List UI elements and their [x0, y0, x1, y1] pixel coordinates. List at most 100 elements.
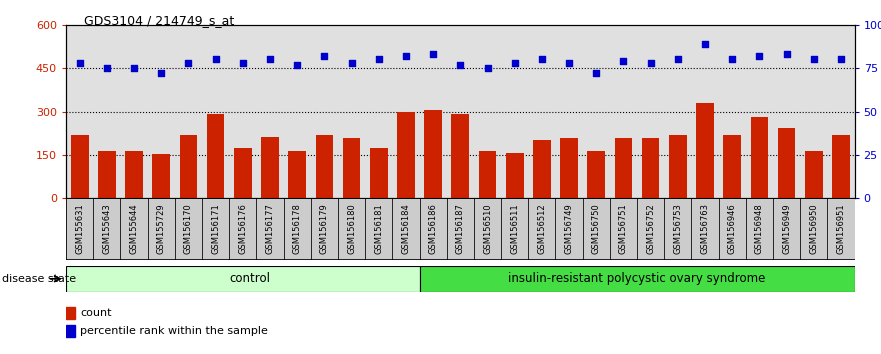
- Text: GSM156181: GSM156181: [374, 203, 383, 254]
- Bar: [174, 198, 202, 260]
- Text: GSM156948: GSM156948: [755, 203, 764, 254]
- Point: [617, 58, 631, 64]
- Bar: [506, 153, 523, 198]
- Point: [127, 65, 141, 71]
- Bar: [751, 117, 768, 198]
- Bar: [451, 114, 470, 198]
- Text: GSM156177: GSM156177: [265, 203, 275, 254]
- Text: GSM156171: GSM156171: [211, 203, 220, 254]
- Point: [181, 60, 196, 66]
- Text: GSM156176: GSM156176: [238, 203, 248, 254]
- Text: GSM156752: GSM156752: [646, 203, 655, 254]
- Bar: [70, 135, 88, 198]
- Bar: [696, 103, 714, 198]
- Point: [589, 70, 603, 76]
- Text: GSM156186: GSM156186: [429, 203, 438, 254]
- Bar: [234, 148, 252, 198]
- Point: [698, 41, 712, 47]
- Text: GSM156753: GSM156753: [673, 203, 683, 254]
- Point: [209, 57, 223, 62]
- Bar: [615, 138, 633, 198]
- Text: GSM155643: GSM155643: [102, 203, 111, 254]
- Bar: [125, 151, 143, 198]
- Text: GSM156949: GSM156949: [782, 203, 791, 254]
- Bar: [343, 137, 360, 198]
- Bar: [93, 198, 121, 260]
- Point: [480, 65, 494, 71]
- Text: GSM156950: GSM156950: [810, 203, 818, 254]
- Bar: [582, 198, 610, 260]
- Point: [507, 60, 522, 66]
- Text: GSM156184: GSM156184: [402, 203, 411, 254]
- Text: GDS3104 / 214749_s_at: GDS3104 / 214749_s_at: [84, 14, 234, 27]
- Text: GSM156180: GSM156180: [347, 203, 356, 254]
- Point: [372, 57, 386, 62]
- Point: [317, 53, 331, 59]
- Bar: [66, 266, 419, 292]
- Bar: [833, 135, 850, 198]
- Text: count: count: [80, 308, 112, 318]
- Bar: [229, 198, 256, 260]
- Bar: [723, 135, 741, 198]
- Point: [725, 57, 739, 62]
- Text: insulin-resistant polycystic ovary syndrome: insulin-resistant polycystic ovary syndr…: [508, 272, 766, 285]
- Bar: [588, 151, 605, 198]
- Bar: [365, 198, 392, 260]
- Bar: [474, 198, 501, 260]
- Point: [807, 57, 821, 62]
- Point: [752, 53, 766, 59]
- Text: percentile rank within the sample: percentile rank within the sample: [80, 326, 268, 336]
- Text: control: control: [229, 272, 270, 285]
- Text: GSM156512: GSM156512: [537, 203, 546, 254]
- Bar: [556, 198, 582, 260]
- Bar: [692, 198, 719, 260]
- Text: GSM156511: GSM156511: [510, 203, 519, 254]
- Point: [562, 60, 576, 66]
- Bar: [392, 198, 419, 260]
- Text: GSM156951: GSM156951: [836, 203, 846, 254]
- Bar: [719, 198, 746, 260]
- Bar: [800, 198, 827, 260]
- Bar: [827, 198, 855, 260]
- Point: [72, 60, 86, 66]
- Bar: [529, 198, 556, 260]
- Text: GSM155631: GSM155631: [75, 203, 85, 254]
- Bar: [419, 198, 447, 260]
- Text: disease state: disease state: [2, 274, 76, 284]
- Bar: [610, 198, 637, 260]
- Bar: [501, 198, 529, 260]
- Text: GSM156170: GSM156170: [184, 203, 193, 254]
- Text: GSM156510: GSM156510: [483, 203, 492, 254]
- Text: GSM155644: GSM155644: [130, 203, 138, 254]
- Bar: [261, 137, 278, 198]
- Text: GSM156946: GSM156946: [728, 203, 737, 254]
- Bar: [642, 137, 660, 198]
- Text: GSM156178: GSM156178: [292, 203, 301, 254]
- Bar: [773, 198, 800, 260]
- Point: [263, 57, 277, 62]
- Point: [290, 62, 304, 68]
- Bar: [533, 139, 551, 198]
- Bar: [669, 135, 686, 198]
- Bar: [370, 148, 388, 198]
- Bar: [284, 198, 311, 260]
- Bar: [256, 198, 284, 260]
- Bar: [180, 135, 197, 198]
- Point: [670, 57, 685, 62]
- Bar: [425, 110, 442, 198]
- Point: [399, 53, 413, 59]
- Bar: [207, 114, 225, 198]
- Text: GSM156763: GSM156763: [700, 203, 709, 254]
- Point: [236, 60, 250, 66]
- Bar: [315, 135, 333, 198]
- Bar: [805, 151, 823, 198]
- Bar: [66, 325, 75, 337]
- Bar: [637, 198, 664, 260]
- Point: [100, 65, 114, 71]
- Bar: [447, 198, 474, 260]
- Bar: [746, 198, 773, 260]
- Point: [426, 51, 440, 57]
- Bar: [148, 198, 174, 260]
- Point: [644, 60, 658, 66]
- Point: [535, 57, 549, 62]
